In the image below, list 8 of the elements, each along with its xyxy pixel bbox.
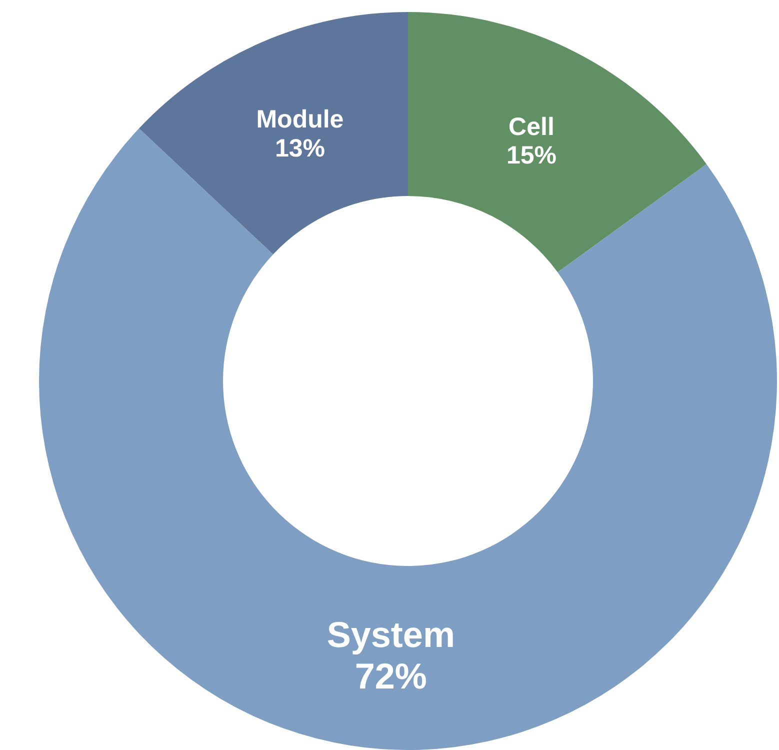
data-label: 72%: [354, 655, 427, 696]
donut-slice: [139, 12, 408, 254]
donut-slice: [408, 12, 707, 272]
slice-label: System: [326, 614, 455, 656]
data-label: 15%: [506, 142, 557, 170]
data-label: 13%: [274, 134, 325, 162]
slice-label: Module: [256, 106, 344, 134]
slice-label: Cell: [508, 112, 554, 141]
